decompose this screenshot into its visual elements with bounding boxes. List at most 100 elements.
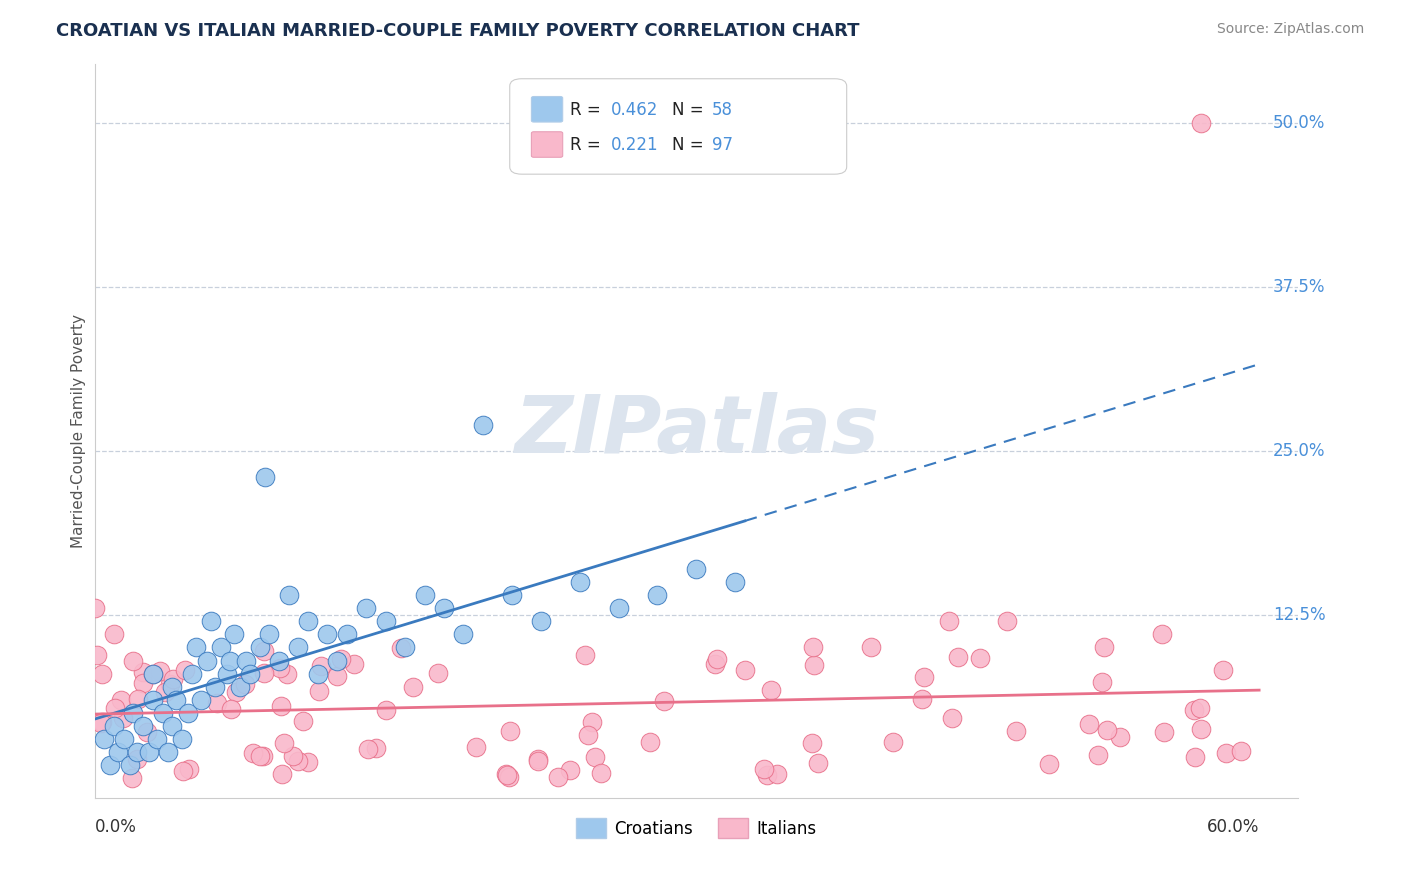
Legend: Croatians, Italians: Croatians, Italians [569,811,823,845]
Point [882,735,904,749]
Point [157,745,180,759]
Point [938,614,960,628]
Point [297,614,319,628]
Point [1188,701,1211,715]
Point [271,767,294,781]
Point [273,735,295,749]
Point [235,653,257,667]
Point [364,741,387,756]
Point [253,643,276,657]
Point [132,719,155,733]
Point [941,711,963,725]
Point [1038,757,1060,772]
Point [170,732,193,747]
Point [127,691,149,706]
Point [638,734,661,748]
Point [946,650,969,665]
Point [499,724,522,739]
Point [704,657,727,671]
Point [413,588,436,602]
Point [995,614,1018,628]
Point [583,750,606,764]
Point [495,768,517,782]
Point [224,627,246,641]
Point [239,666,262,681]
Point [685,562,707,576]
Point [93,732,115,747]
Point [291,714,314,728]
Point [530,614,553,628]
Point [1091,674,1114,689]
Point [267,653,290,667]
Point [1189,116,1212,130]
Point [277,588,299,602]
Point [706,652,728,666]
Point [647,588,669,602]
Y-axis label: Married-Couple Family Poverty: Married-Couple Family Poverty [72,314,86,548]
Point [800,736,823,750]
Point [287,640,309,655]
Text: N =: N = [672,136,709,153]
Point [160,680,183,694]
Point [326,669,349,683]
Point [547,770,569,784]
Point [453,627,475,641]
Point [127,745,149,759]
Point [464,739,486,754]
Point [574,648,596,662]
Point [132,676,155,690]
Point [527,752,550,766]
Point [90,716,112,731]
Point [219,653,242,667]
Point [316,627,339,641]
Point [1184,750,1206,764]
Point [229,680,252,694]
Point [969,651,991,665]
Point [1153,725,1175,739]
Point [142,666,165,681]
Point [433,601,456,615]
Point [122,653,145,667]
Point [560,763,582,777]
Point [311,659,333,673]
Point [233,677,256,691]
Text: 97: 97 [711,136,733,153]
Point [591,765,613,780]
Point [754,762,776,776]
Point [195,653,218,667]
Point [375,703,398,717]
Point [1109,730,1132,744]
Point [374,614,396,628]
Point [287,754,309,768]
Point [1215,746,1237,760]
Point [755,768,778,782]
Point [172,764,194,779]
Point [252,749,274,764]
Point [254,470,277,484]
Point [308,684,330,698]
Point [581,715,603,730]
Text: 0.0%: 0.0% [94,818,136,836]
Text: 58: 58 [711,102,733,120]
Text: R =: R = [569,102,606,120]
Point [83,601,105,615]
Point [269,661,291,675]
Point [1077,716,1099,731]
Point [142,693,165,707]
Point [1230,744,1253,758]
Point [132,665,155,679]
Point [204,680,226,694]
Point [242,746,264,760]
Point [118,758,141,772]
Point [498,771,520,785]
Point [724,574,747,589]
Point [807,756,830,770]
Point [259,627,281,641]
Point [252,665,274,680]
Point [356,601,378,615]
Point [215,666,238,681]
Point [297,755,319,769]
Text: 0.221: 0.221 [610,136,658,153]
Point [122,706,145,720]
Point [427,665,450,680]
